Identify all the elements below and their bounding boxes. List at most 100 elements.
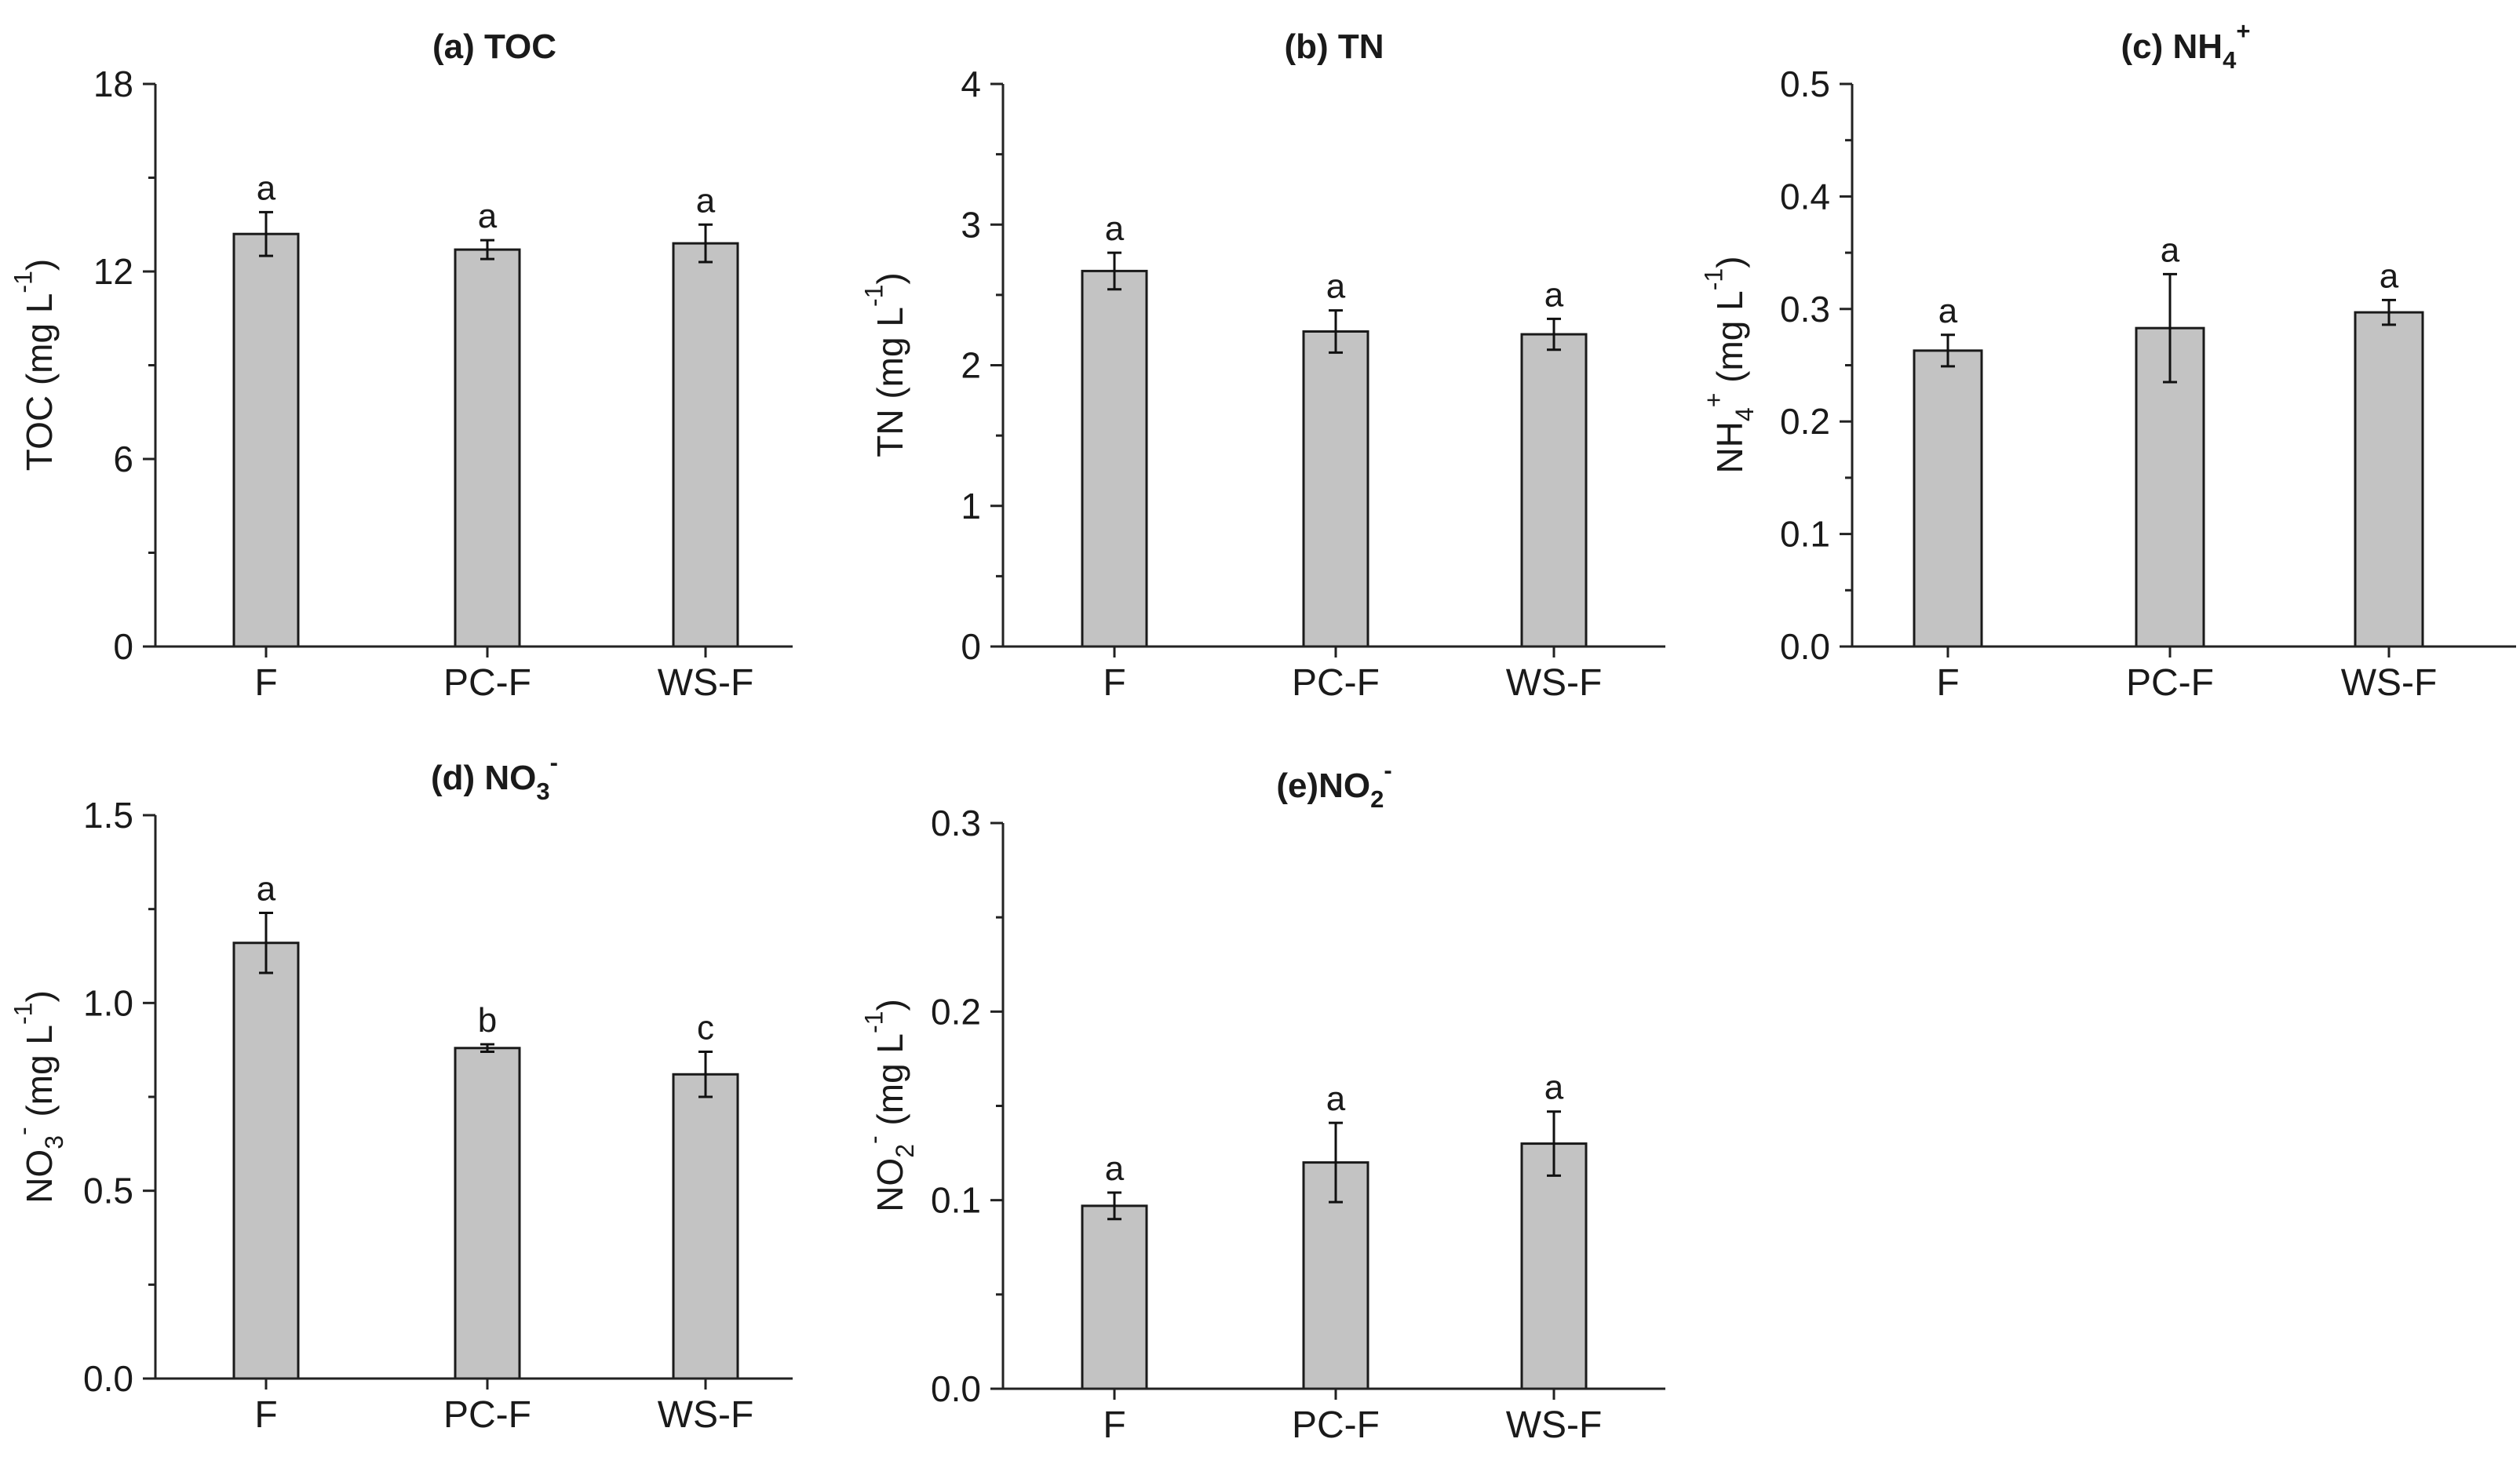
bar-ws-f — [672, 1073, 739, 1380]
text-segment: 4 — [2223, 46, 2237, 74]
significance-letter: a — [1938, 292, 1958, 330]
x-tick-label: WS-F — [2341, 662, 2438, 704]
text-segment: 2 — [891, 1144, 919, 1158]
text-segment: (e)NO — [1276, 767, 1370, 805]
text-segment: TN (mg L — [870, 307, 910, 457]
significance-letter: a — [1326, 1080, 1346, 1118]
error-bar — [2163, 272, 2177, 384]
bar-f — [232, 942, 300, 1380]
y-axis-label: TN (mg L-1) — [860, 272, 910, 457]
x-tick-label: WS-F — [658, 662, 754, 704]
y-tick-label: 6 — [113, 439, 133, 479]
text-segment: ) — [19, 990, 60, 1002]
x-tick-label: PC-F — [443, 1394, 531, 1436]
y-tick-label: 0.0 — [1780, 626, 1830, 667]
x-tick-label: PC-F — [1292, 662, 1380, 704]
bar-pc-f — [1302, 330, 1369, 648]
error-bar — [1107, 251, 1121, 291]
significance-letter: a — [1544, 275, 1564, 314]
chart-title: (a) TOC — [432, 27, 556, 66]
text-segment: (mg L — [870, 1033, 910, 1135]
bar-f — [1081, 269, 1148, 648]
x-tick-label: F — [254, 662, 277, 704]
y-axis-label: NO2- (mg L-1) — [860, 999, 919, 1212]
error-bar — [259, 911, 273, 974]
bar-f — [1081, 1204, 1148, 1390]
chart-title: (d) NO3- — [431, 749, 558, 805]
text-segment: (c) NH — [2121, 27, 2223, 66]
text-segment: (mg L — [19, 1025, 60, 1127]
significance-letter: c — [697, 1009, 714, 1047]
y-tick-label: 18 — [93, 64, 133, 104]
text-segment: NH — [1709, 421, 1750, 473]
y-tick-label: 0.0 — [83, 1358, 133, 1399]
bar-f — [232, 232, 300, 648]
text-segment: 4 — [1730, 407, 1759, 421]
x-tick-label: PC-F — [2126, 662, 2214, 704]
text-segment: 3 — [40, 1135, 68, 1149]
y-tick-label: 1 — [961, 486, 981, 526]
text-segment: (a) TOC — [432, 27, 556, 66]
chart-title: (c) NH4+ — [2121, 17, 2251, 74]
text-segment: + — [1700, 393, 1728, 408]
text-segment: NO — [19, 1149, 60, 1204]
text-segment: (b) TN — [1284, 27, 1384, 66]
x-tick-label: WS-F — [658, 1394, 754, 1436]
y-tick-label: 0.2 — [1780, 401, 1830, 442]
y-tick-label: 0.5 — [1780, 64, 1830, 104]
text-segment: ) — [1709, 256, 1750, 268]
significance-letter: a — [1544, 1069, 1564, 1107]
y-tick-label: 0.2 — [931, 991, 981, 1032]
y-axis-label: NO3- (mg L-1) — [9, 990, 68, 1204]
y-tick-label: 0 — [961, 626, 981, 667]
bar-pc-f — [454, 248, 521, 648]
error-bar — [698, 223, 713, 264]
error-bar — [1329, 309, 1343, 354]
text-segment: TOC (mg L — [19, 293, 60, 472]
text-segment: 3 — [536, 778, 549, 805]
text-segment: - — [9, 1127, 38, 1135]
bar-ws-f — [1520, 1142, 1588, 1390]
y-tick-label: 0.3 — [931, 803, 981, 843]
chart-title: (e)NO2- — [1276, 756, 1391, 813]
significance-letter: a — [257, 169, 276, 207]
text-segment: (d) NO — [431, 759, 536, 797]
significance-letter: a — [478, 197, 498, 235]
text-segment: (mg L — [1709, 290, 1750, 392]
error-bar — [698, 1051, 713, 1098]
significance-letter: a — [1105, 1149, 1125, 1188]
x-tick-label: F — [1103, 1404, 1125, 1446]
y-tick-label: 1.0 — [83, 982, 133, 1023]
y-tick-label: 3 — [961, 204, 981, 245]
y-tick-label: 4 — [961, 64, 981, 104]
error-bar — [1547, 317, 1561, 352]
significance-letter: a — [1105, 209, 1125, 248]
text-segment: -1 — [9, 271, 38, 293]
bar-f — [1913, 349, 1983, 648]
chart-panel-b: (b) TN a Fa PC-F a WS-F 0 1 2 3 4 TN (mg L-1) — [860, 27, 1665, 704]
text-segment: - — [550, 749, 558, 776]
text-segment: -1 — [860, 1011, 888, 1033]
error-bar — [1107, 1191, 1121, 1221]
y-axis-label: TOC (mg L-1) — [9, 259, 60, 471]
bar-ws-f — [2354, 311, 2424, 648]
x-tick-label: PC-F — [443, 662, 531, 704]
y-tick-label: 0.5 — [83, 1171, 133, 1211]
error-bar — [1329, 1121, 1343, 1204]
text-segment: NO — [870, 1158, 910, 1212]
text-segment: ) — [19, 259, 60, 271]
chart-title: (b) TN — [1284, 27, 1384, 66]
x-tick-label: F — [254, 1394, 277, 1436]
text-segment: ) — [870, 272, 910, 284]
text-segment: 2 — [1370, 785, 1384, 813]
text-segment: - — [860, 1135, 888, 1144]
chart-panel-c: (c) NH4+aFaPC-FaWS-F0.00.10.20.30.40.5NH… — [1700, 17, 2516, 704]
y-tick-label: 0.0 — [931, 1368, 981, 1409]
y-tick-label: 0.1 — [1780, 514, 1830, 555]
x-tick-label: F — [1103, 662, 1125, 704]
text-segment: -1 — [860, 285, 888, 307]
chart-panel-a: (a) TOC a Fa PC-F a WS-F 0 6 12 18 TOC (mg L-1) — [9, 27, 793, 704]
significance-letter: a — [257, 869, 276, 908]
